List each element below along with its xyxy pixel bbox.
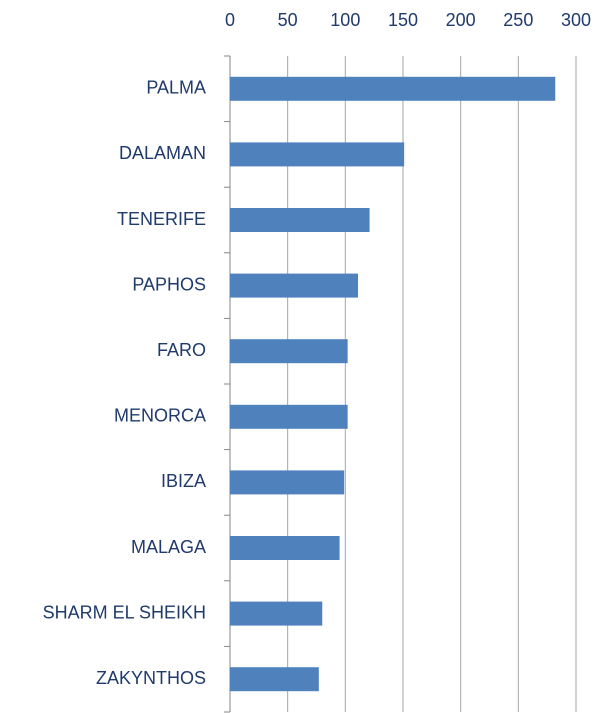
bar	[230, 404, 348, 429]
bar	[230, 470, 345, 495]
bar	[230, 339, 348, 364]
y-tick-label: MALAGA	[131, 537, 206, 557]
y-tick-label: FARO	[157, 340, 206, 360]
x-tick-label: 200	[446, 10, 476, 30]
y-tick-label: MENORCA	[114, 406, 206, 426]
x-tick-label: 150	[388, 10, 418, 30]
x-tick-label: 50	[278, 10, 298, 30]
bar	[230, 536, 340, 560]
y-tick-label: PALMA	[146, 78, 206, 98]
x-tick-label: 100	[330, 10, 360, 30]
y-tick-label: SHARM EL SHEIKH	[43, 602, 206, 622]
y-tick-label: IBIZA	[161, 471, 206, 491]
bar	[230, 667, 319, 692]
bar	[230, 208, 370, 232]
y-tick-label: ZAKYNTHOS	[96, 668, 206, 688]
x-tick-label: 0	[225, 10, 235, 30]
bar	[230, 142, 405, 167]
bar	[230, 273, 359, 298]
x-tick-label: 250	[503, 10, 533, 30]
y-tick-label: DALAMAN	[119, 143, 206, 163]
y-tick-label: TENERIFE	[117, 209, 206, 229]
bar	[230, 601, 323, 626]
y-tick-label: PAPHOS	[132, 274, 206, 294]
x-tick-label: 300	[561, 10, 591, 30]
bar	[230, 76, 556, 101]
